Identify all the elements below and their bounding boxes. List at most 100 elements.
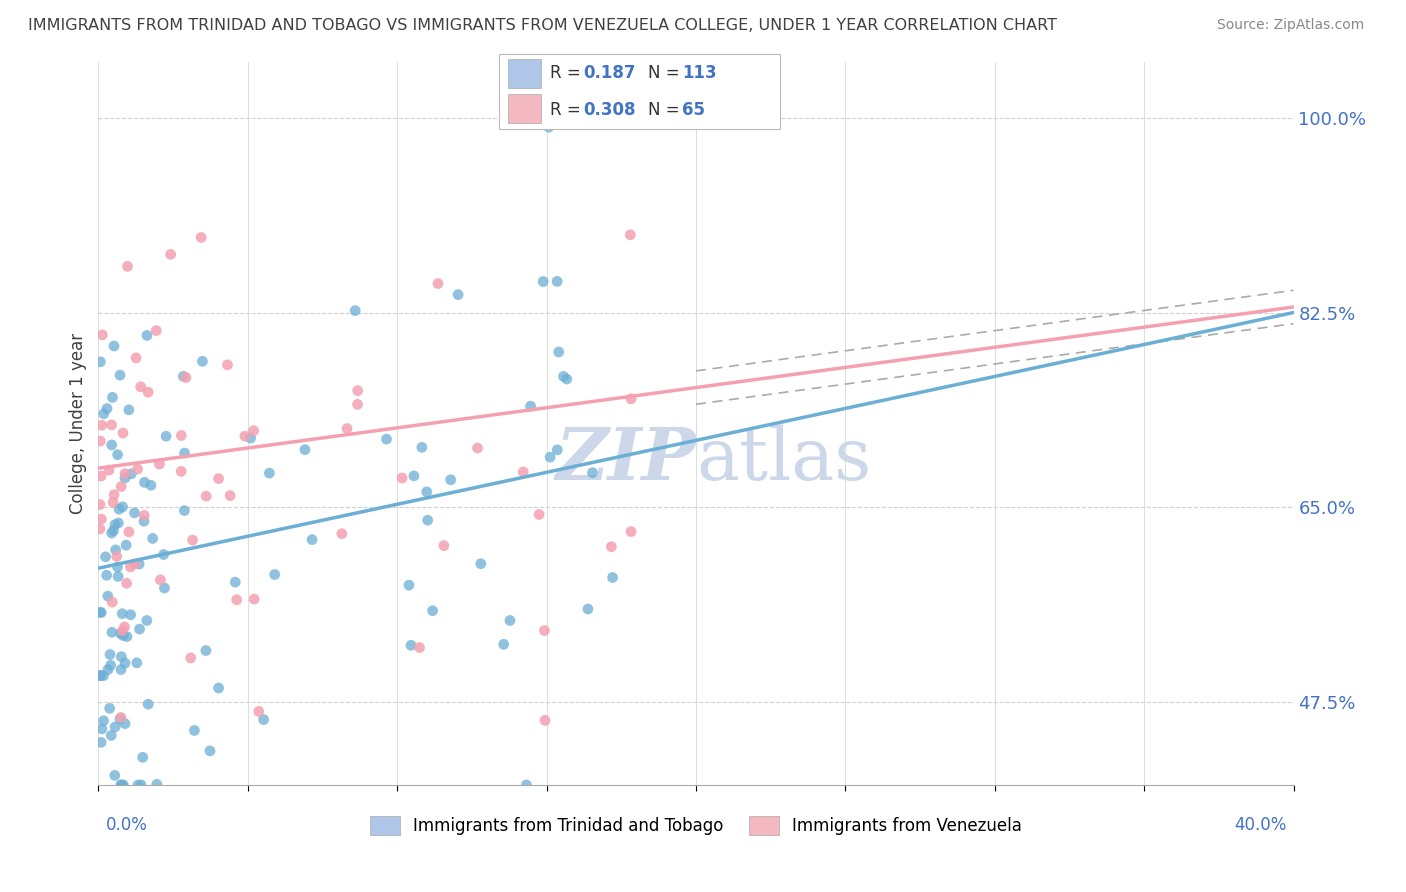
Point xyxy=(101,390,124,404)
Point xyxy=(172,369,194,384)
Point xyxy=(90,418,112,433)
Point xyxy=(145,324,167,338)
Text: Source: ZipAtlas.com: Source: ZipAtlas.com xyxy=(1216,18,1364,32)
Point xyxy=(252,713,274,727)
Y-axis label: College, Under 1 year: College, Under 1 year xyxy=(69,333,87,515)
Point xyxy=(191,354,214,368)
Point xyxy=(127,462,149,476)
Point xyxy=(183,723,205,738)
Point xyxy=(111,778,134,792)
Point xyxy=(136,328,159,343)
Point xyxy=(100,417,122,432)
Point xyxy=(103,524,125,538)
Point xyxy=(103,488,125,502)
Point xyxy=(219,489,242,503)
Point xyxy=(301,533,323,547)
Point xyxy=(181,533,204,548)
Point xyxy=(107,516,129,530)
Point xyxy=(336,421,359,435)
Point xyxy=(155,429,177,443)
Point xyxy=(467,441,489,455)
Point xyxy=(555,372,578,386)
Point xyxy=(375,432,398,446)
Point xyxy=(135,614,157,628)
Point xyxy=(576,602,599,616)
Point xyxy=(330,526,353,541)
Point xyxy=(114,467,136,481)
Point xyxy=(100,438,122,452)
Point xyxy=(110,649,132,664)
Point xyxy=(600,540,623,554)
Point xyxy=(125,656,148,670)
Point xyxy=(402,469,425,483)
Point xyxy=(620,392,643,406)
Point xyxy=(108,502,131,516)
Text: N =: N = xyxy=(648,64,685,82)
Point xyxy=(170,464,193,478)
Point xyxy=(553,369,575,384)
Point xyxy=(89,498,111,512)
Point xyxy=(263,567,285,582)
Point xyxy=(127,778,149,792)
Text: R =: R = xyxy=(550,101,586,119)
Bar xyxy=(508,95,541,123)
Point xyxy=(90,606,112,620)
Point xyxy=(89,522,111,536)
Point xyxy=(124,557,146,571)
Bar xyxy=(508,59,541,87)
Point xyxy=(148,457,170,471)
Point xyxy=(110,778,132,792)
Point xyxy=(519,399,541,413)
Point xyxy=(107,569,129,583)
Point xyxy=(408,640,430,655)
Point xyxy=(259,466,281,480)
Point xyxy=(538,450,561,465)
Text: 65: 65 xyxy=(682,101,704,119)
Point xyxy=(399,638,422,652)
Point xyxy=(136,385,159,400)
Point xyxy=(93,407,115,421)
Point xyxy=(136,697,159,711)
Point xyxy=(546,274,568,288)
Point xyxy=(132,514,155,528)
Point xyxy=(97,589,120,603)
Point xyxy=(115,576,138,591)
Point xyxy=(115,538,138,552)
Point xyxy=(98,648,121,662)
Point xyxy=(89,668,111,682)
Point xyxy=(242,424,264,438)
Point xyxy=(243,592,266,607)
Point xyxy=(173,503,195,517)
Point xyxy=(190,230,212,244)
Point xyxy=(120,560,142,574)
Point xyxy=(492,637,515,651)
Text: ZIP: ZIP xyxy=(555,425,696,495)
Point xyxy=(470,557,492,571)
Point xyxy=(107,448,129,462)
Point xyxy=(111,624,134,638)
Point xyxy=(149,573,172,587)
Point xyxy=(198,744,221,758)
Point xyxy=(124,506,146,520)
Point xyxy=(117,260,139,274)
Point xyxy=(619,227,641,242)
Point xyxy=(93,714,115,728)
Point xyxy=(546,442,568,457)
Point xyxy=(118,402,141,417)
Text: 0.0%: 0.0% xyxy=(105,816,148,834)
Point xyxy=(108,368,131,383)
Point xyxy=(180,651,202,665)
Text: atlas: atlas xyxy=(696,425,872,495)
Point xyxy=(110,479,132,493)
Text: N =: N = xyxy=(648,101,685,119)
Point xyxy=(247,705,270,719)
Point xyxy=(239,431,262,445)
Point xyxy=(110,626,132,640)
Text: 0.187: 0.187 xyxy=(583,64,636,82)
FancyBboxPatch shape xyxy=(499,54,780,129)
Point xyxy=(94,549,117,564)
Point xyxy=(89,605,111,619)
Point xyxy=(104,517,127,532)
Point xyxy=(101,595,124,609)
Point xyxy=(111,426,134,441)
